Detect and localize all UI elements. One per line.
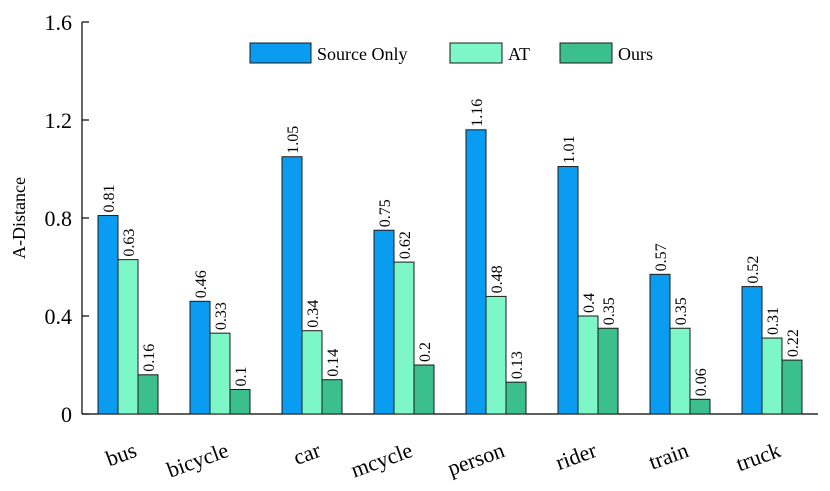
y-tick-label: 0 <box>61 402 72 427</box>
value-label: 0.75 <box>377 199 394 227</box>
bar-at-bicycle <box>209 332 231 415</box>
bar-ours-train <box>689 398 711 415</box>
bar-source-only-person <box>465 129 487 415</box>
chart-legend: Source Only AT Ours <box>249 42 653 64</box>
bar-source-only-train <box>649 273 671 415</box>
x-tick-label-rider: rider <box>552 437 600 475</box>
y-tick-label: 0.8 <box>45 206 73 231</box>
bar-source-only-bicycle <box>189 300 211 415</box>
bar-ours-bicycle <box>229 389 251 415</box>
y-axis-label: A-Distance <box>9 177 29 259</box>
value-label: 0.48 <box>489 265 506 293</box>
value-label: 1.01 <box>561 136 578 164</box>
bar-at-mcycle <box>393 261 415 415</box>
value-label: 0.1 <box>233 367 250 387</box>
legend-swatch <box>559 42 613 64</box>
legend-label: AT <box>508 44 530 64</box>
value-label: 0.81 <box>101 185 118 213</box>
x-tick-label-truck: truck <box>733 437 784 476</box>
value-label: 0.34 <box>305 300 322 328</box>
value-label: 0.4 <box>581 293 598 313</box>
legend-label: Source Only <box>317 44 407 64</box>
x-tick-label-bus: bus <box>102 437 139 471</box>
value-label: 0.2 <box>417 342 434 362</box>
bar-at-train <box>669 327 691 415</box>
bar-source-only-mcycle <box>373 229 395 415</box>
x-tick-label-car: car <box>290 437 324 470</box>
bar-at-person <box>485 295 507 415</box>
value-label: 0.63 <box>121 229 138 257</box>
value-label: 0.16 <box>141 344 158 372</box>
bar-ours-truck <box>781 359 803 415</box>
value-label: 0.22 <box>785 329 802 357</box>
legend-item-source-only: Source Only <box>249 42 407 64</box>
bar-ours-bus <box>137 374 159 415</box>
legend-label: Ours <box>618 44 653 64</box>
chart-y-tick-labels: 0 0.4 0.8 1.2 1.6 <box>45 10 73 427</box>
bar-source-only-car <box>281 156 303 415</box>
x-tick-label-mcycle: mcycle <box>347 437 415 482</box>
y-tick-label: 1.6 <box>45 10 73 35</box>
chart-x-tick-labels: bus bicycle car mcycle person rider train truck <box>102 437 783 482</box>
chart-bars <box>97 129 803 415</box>
value-label: 1.05 <box>285 126 302 154</box>
bar-at-rider <box>577 315 599 415</box>
bar-ours-rider <box>597 327 619 415</box>
legend-item-ours: Ours <box>559 42 653 64</box>
value-label: 0.31 <box>765 307 782 335</box>
bar-source-only-truck <box>741 286 763 415</box>
x-tick-label-person: person <box>444 437 508 481</box>
value-label: 0.33 <box>213 302 230 330</box>
y-tick-label: 0.4 <box>45 304 73 329</box>
bar-ours-mcycle <box>413 364 435 415</box>
value-label: 0.35 <box>673 297 690 325</box>
legend-swatch <box>449 42 503 64</box>
x-tick-label-train: train <box>645 437 691 474</box>
bar-source-only-rider <box>557 166 579 415</box>
value-label: 1.16 <box>469 99 486 127</box>
legend-item-at: AT <box>449 42 530 64</box>
y-tick-label: 1.2 <box>45 108 73 133</box>
bar-source-only-bus <box>97 215 119 415</box>
x-tick-label-bicycle: bicycle <box>163 437 231 482</box>
value-label: 0.14 <box>325 349 342 377</box>
value-label: 0.35 <box>601 297 618 325</box>
bar-at-bus <box>117 259 139 415</box>
value-label: 0.52 <box>745 256 762 284</box>
value-label: 0.62 <box>397 231 414 259</box>
value-label: 0.46 <box>193 270 210 298</box>
legend-swatch <box>249 42 312 64</box>
bar-at-car <box>301 330 323 415</box>
bar-ours-person <box>505 381 527 415</box>
chart-value-labels: 0.810.630.160.460.330.11.050.340.140.750… <box>101 99 802 396</box>
value-label: 0.06 <box>693 368 710 396</box>
bar-at-truck <box>761 337 783 415</box>
value-label: 0.13 <box>509 351 526 379</box>
value-label: 0.57 <box>653 243 670 271</box>
bar-ours-car <box>321 379 343 415</box>
